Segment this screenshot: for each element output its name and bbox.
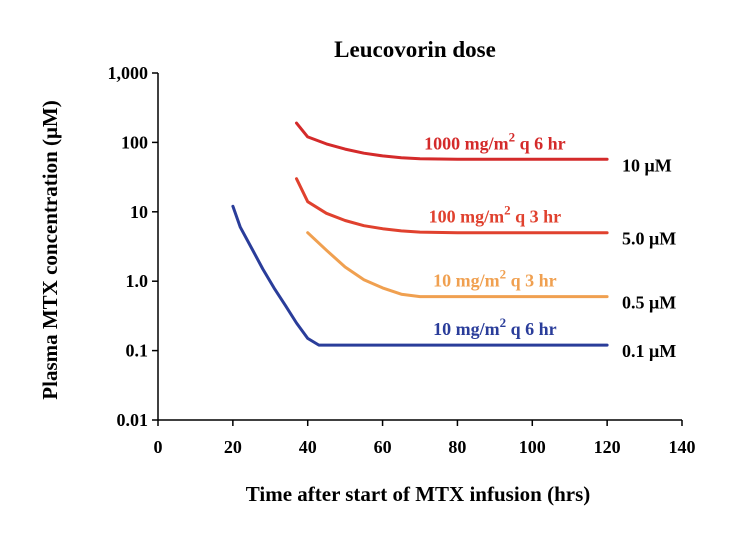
x-tick-label: 0 — [154, 437, 163, 457]
series-name-label: 10 mg/m2 q 6 hr — [433, 315, 557, 339]
x-tick-label: 140 — [669, 437, 696, 457]
x-tick-label: 40 — [299, 437, 317, 457]
x-axis-label: Time after start of MTX infusion (hrs) — [246, 482, 591, 506]
series-labels: 1000 mg/m2 q 6 hr 10 μM 100 mg/m2 q 3 hr 5.… — [424, 129, 676, 361]
y-tick-label: 1,000 — [108, 63, 149, 83]
y-tick-label: 10 — [130, 202, 148, 222]
y-tick-label: 100 — [121, 132, 148, 152]
series-line — [295, 177, 609, 235]
x-tick-label: 100 — [519, 437, 546, 457]
series-line — [231, 204, 609, 347]
series-lines — [231, 121, 609, 347]
x-tick-label: 80 — [448, 437, 466, 457]
threshold-label: 5.0 μM — [622, 229, 676, 249]
y-tick-label: 0.01 — [117, 410, 149, 430]
threshold-label: 10 μM — [622, 155, 672, 175]
series-name-label: 1000 mg/m2 q 6 hr — [424, 129, 566, 153]
x-tick-label: 120 — [594, 437, 621, 457]
series-name-label: 10 mg/m2 q 3 hr — [433, 267, 557, 291]
y-ticks: 1,000 100 10 1.0 0.1 0.01 — [108, 63, 158, 430]
threshold-label: 0.5 μM — [622, 293, 676, 313]
series-line — [295, 121, 609, 161]
y-tick-label: 1.0 — [126, 271, 149, 291]
x-tick-label: 20 — [224, 437, 242, 457]
series-line — [306, 231, 609, 299]
threshold-label: 0.1 μM — [622, 341, 676, 361]
x-ticks: 0 20 40 60 80 100 120 140 — [154, 420, 696, 457]
series-name-label: 100 mg/m2 q 3 hr — [429, 203, 562, 227]
x-tick-label: 60 — [374, 437, 392, 457]
y-tick-label: 0.1 — [126, 341, 149, 361]
y-axis-label: Plasma MTX concentration (μM) — [38, 100, 62, 399]
chart-title: Leucovorin dose — [334, 37, 496, 62]
